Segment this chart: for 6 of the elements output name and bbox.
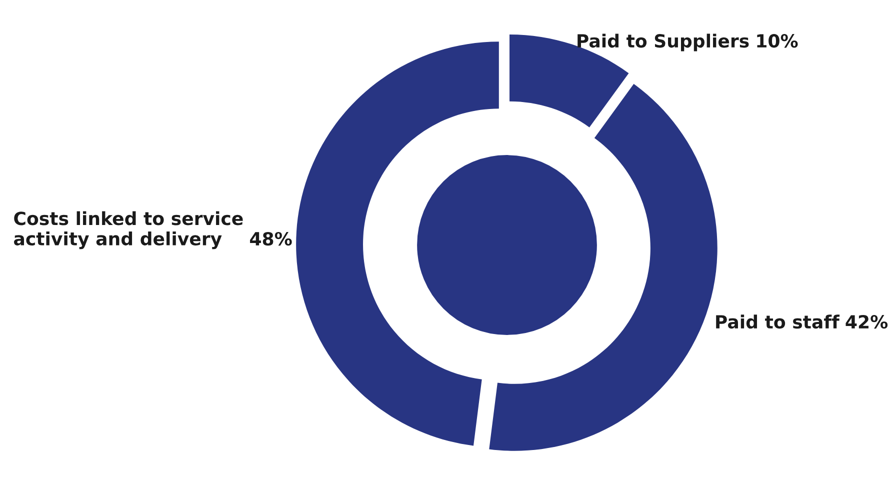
slice-label: Paid to Suppliers <box>578 34 749 52</box>
slice-label: Costs linked to service activity and delivery <box>14 211 243 250</box>
data-label: 10% <box>757 34 798 48</box>
data-label: 42% <box>846 314 888 329</box>
data-label: 48% <box>250 232 292 246</box>
slice-label: Paid to staff <box>716 314 840 329</box>
